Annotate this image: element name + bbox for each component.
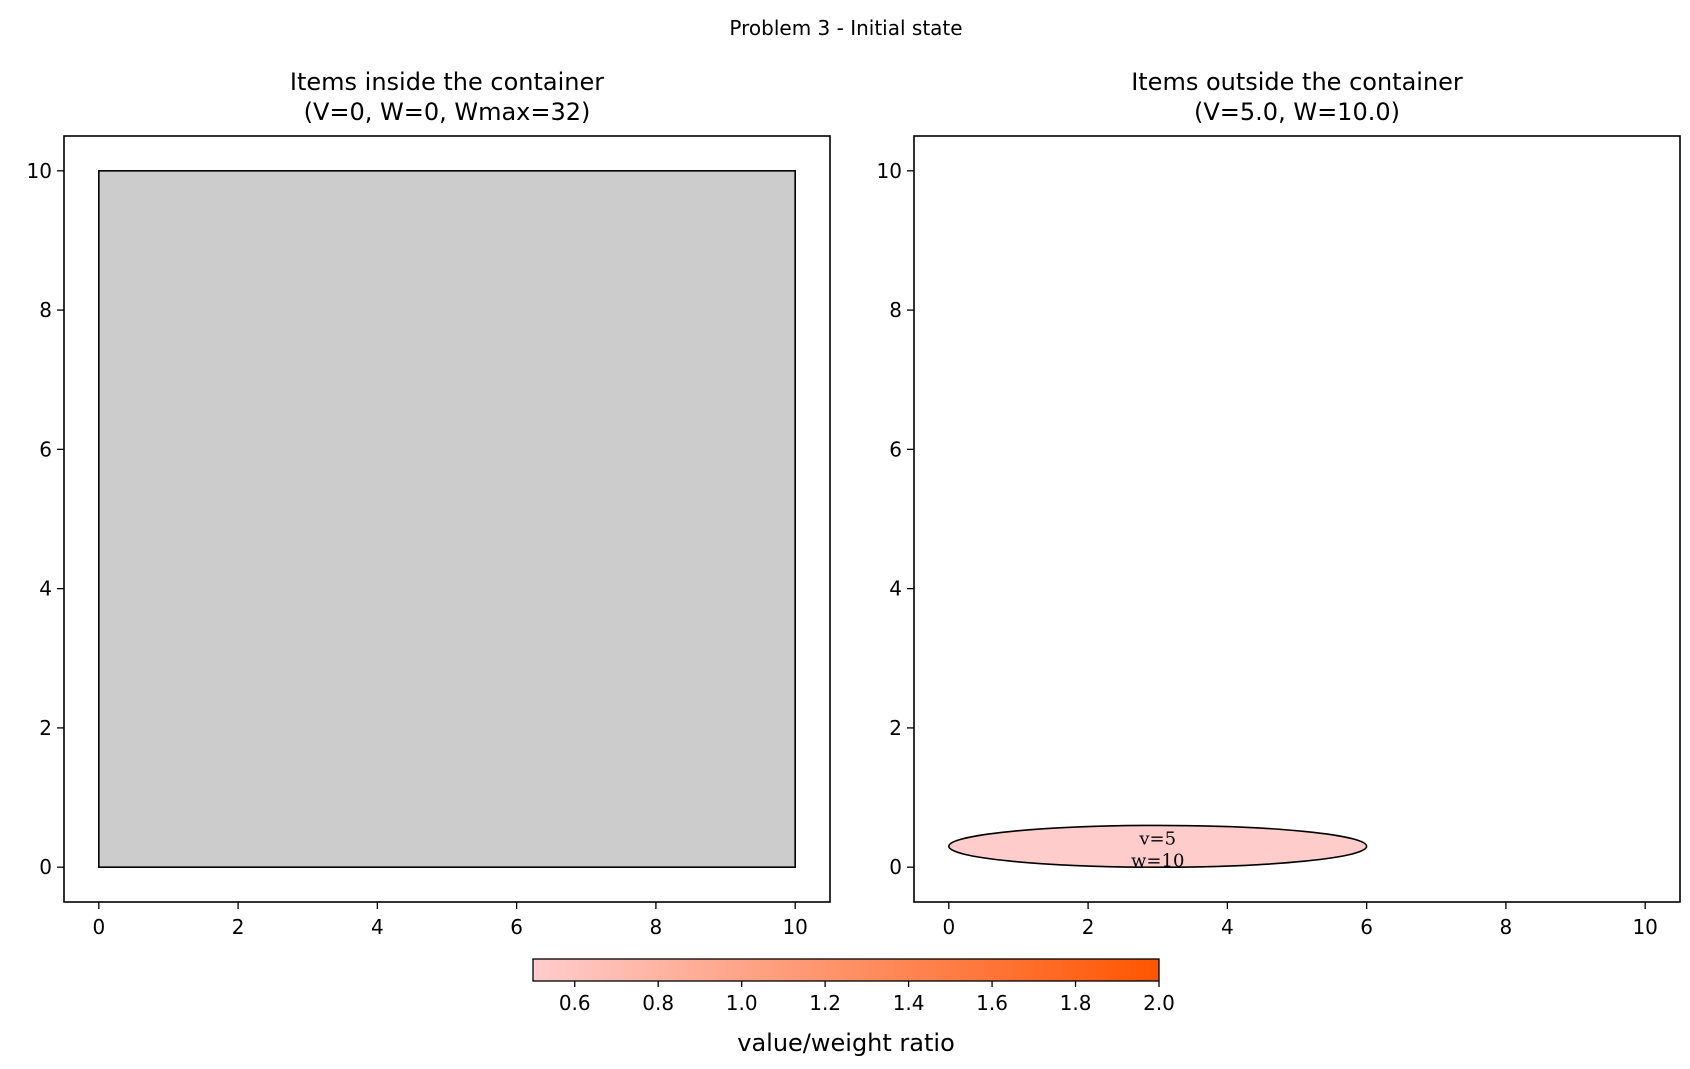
colorbar-tick-label: 0.6 [559, 991, 591, 1015]
inside-ytick-label: 8 [39, 298, 52, 322]
inside-plot-frame [63, 135, 831, 903]
outside-plot-frame [913, 135, 1681, 903]
inside-xtick-label: 4 [371, 915, 384, 939]
colorbar-tick-label: 1.8 [1060, 991, 1092, 1015]
outside-xtick-label: 6 [1360, 915, 1373, 939]
colorbar-tick-label: 0.8 [642, 991, 674, 1015]
inside-xtick-label: 10 [782, 915, 807, 939]
outside-ytick-label: 10 [877, 159, 902, 183]
colorbar-tick-label: 1.2 [809, 991, 841, 1015]
inside-ytick-label: 6 [39, 437, 52, 461]
outside-ytick-label: 0 [889, 855, 902, 879]
inside-ytick-label: 0 [39, 855, 52, 879]
outside-ytick-label: 6 [889, 437, 902, 461]
colorbar-label: value/weight ratio [737, 1029, 955, 1057]
outside-plot-title: Items outside the container (V=5.0, W=10.… [1131, 68, 1463, 126]
inside-ytick-label: 10 [27, 159, 52, 183]
figure-suptitle: Problem 3 - Initial state [729, 16, 962, 40]
colorbar-gradient [532, 958, 1160, 982]
inside-plot-title: Items inside the container (V=0, W=0, Wma… [290, 68, 604, 126]
outside-plot-shapes: v=5 w=10 [948, 824, 1368, 871]
inside-plot-ticks: 0 2 4 6 8 10 0 2 4 6 8 10 [27, 159, 808, 939]
colorbar: 0.6 0.8 1.0 1.2 1.4 1.6 1.8 2.0 value/weight ra… [532, 958, 1175, 1057]
inside-ytick-label: 2 [39, 716, 52, 740]
outside-plot-ticks: 0 2 4 6 8 10 0 2 4 6 8 10 [877, 159, 1658, 939]
outside-xtick-label: 4 [1221, 915, 1234, 939]
outside-ytick-label: 8 [889, 298, 902, 322]
inside-xtick-label: 0 [92, 915, 105, 939]
colorbar-tick-label: 1.6 [976, 991, 1008, 1015]
outside-xtick-label: 10 [1632, 915, 1657, 939]
outside-xtick-label: 8 [1500, 915, 1513, 939]
item-label: v=5 w=10 [1131, 828, 1184, 871]
item-ellipse [948, 824, 1368, 868]
inside-xtick-label: 2 [232, 915, 245, 939]
container-rectangle [98, 170, 796, 868]
outside-container-plot: Items outside the container (V=5.0, W=10.… [877, 68, 1681, 939]
colorbar-tick-label: 2.0 [1143, 991, 1175, 1015]
inside-xtick-label: 6 [510, 915, 523, 939]
colorbar-ticks: 0.6 0.8 1.0 1.2 1.4 1.6 1.8 2.0 [559, 981, 1175, 1015]
inside-container-plot: Items inside the container (V=0, W=0, Wma… [27, 68, 831, 939]
inside-plot-shapes [98, 170, 796, 868]
colorbar-tick-label: 1.0 [726, 991, 758, 1015]
outside-ytick-label: 2 [889, 716, 902, 740]
outside-ytick-label: 4 [889, 577, 902, 601]
outside-xtick-label: 0 [942, 915, 955, 939]
inside-ytick-label: 4 [39, 577, 52, 601]
inside-xtick-label: 8 [650, 915, 663, 939]
outside-xtick-label: 2 [1082, 915, 1095, 939]
colorbar-tick-label: 1.4 [893, 991, 925, 1015]
